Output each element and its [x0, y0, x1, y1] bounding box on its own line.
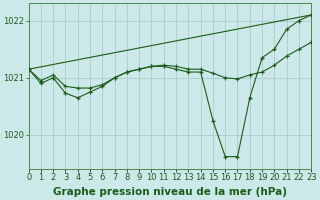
X-axis label: Graphe pression niveau de la mer (hPa): Graphe pression niveau de la mer (hPa) — [53, 187, 287, 197]
